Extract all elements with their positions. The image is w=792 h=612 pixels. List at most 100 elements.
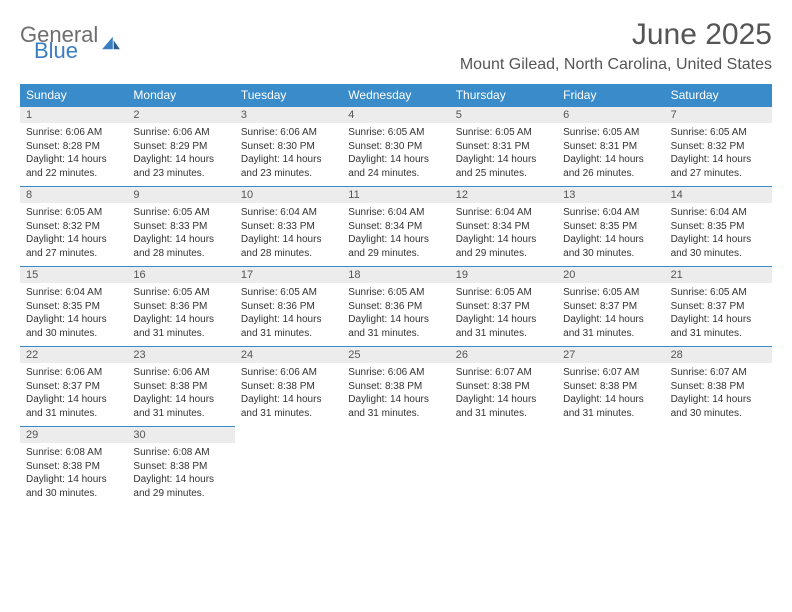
weekday-header-cell: Friday	[557, 84, 664, 106]
day-number: 7	[665, 107, 772, 123]
day-content: Sunrise: 6:04 AMSunset: 8:33 PMDaylight:…	[235, 203, 342, 266]
calendar-cell: 19Sunrise: 6:05 AMSunset: 8:37 PMDayligh…	[450, 266, 557, 346]
calendar-cell: 1Sunrise: 6:06 AMSunset: 8:28 PMDaylight…	[20, 106, 127, 186]
day-content: Sunrise: 6:06 AMSunset: 8:38 PMDaylight:…	[127, 363, 234, 426]
day-content: Sunrise: 6:04 AMSunset: 8:34 PMDaylight:…	[342, 203, 449, 266]
title-block: June 2025 Mount Gilead, North Carolina, …	[460, 18, 772, 74]
day-content: Sunrise: 6:08 AMSunset: 8:38 PMDaylight:…	[20, 443, 127, 506]
day-content: Sunrise: 6:05 AMSunset: 8:31 PMDaylight:…	[557, 123, 664, 186]
calendar-cell: 5Sunrise: 6:05 AMSunset: 8:31 PMDaylight…	[450, 106, 557, 186]
calendar-cell: 8Sunrise: 6:05 AMSunset: 8:32 PMDaylight…	[20, 186, 127, 266]
calendar-cell: 24Sunrise: 6:06 AMSunset: 8:38 PMDayligh…	[235, 346, 342, 426]
calendar-cell	[342, 426, 449, 506]
calendar-body: 1Sunrise: 6:06 AMSunset: 8:28 PMDaylight…	[20, 106, 772, 506]
calendar-cell: 28Sunrise: 6:07 AMSunset: 8:38 PMDayligh…	[665, 346, 772, 426]
weekday-header-cell: Sunday	[20, 84, 127, 106]
calendar: SundayMondayTuesdayWednesdayThursdayFrid…	[20, 84, 772, 506]
calendar-cell	[557, 426, 664, 506]
weekday-header-cell: Wednesday	[342, 84, 449, 106]
calendar-cell: 29Sunrise: 6:08 AMSunset: 8:38 PMDayligh…	[20, 426, 127, 506]
calendar-cell: 11Sunrise: 6:04 AMSunset: 8:34 PMDayligh…	[342, 186, 449, 266]
calendar-cell: 20Sunrise: 6:05 AMSunset: 8:37 PMDayligh…	[557, 266, 664, 346]
calendar-cell: 27Sunrise: 6:07 AMSunset: 8:38 PMDayligh…	[557, 346, 664, 426]
day-content: Sunrise: 6:05 AMSunset: 8:36 PMDaylight:…	[235, 283, 342, 346]
day-content: Sunrise: 6:05 AMSunset: 8:30 PMDaylight:…	[342, 123, 449, 186]
calendar-cell: 6Sunrise: 6:05 AMSunset: 8:31 PMDaylight…	[557, 106, 664, 186]
day-number: 30	[127, 427, 234, 443]
day-number: 25	[342, 347, 449, 363]
day-content: Sunrise: 6:06 AMSunset: 8:38 PMDaylight:…	[342, 363, 449, 426]
day-content: Sunrise: 6:05 AMSunset: 8:37 PMDaylight:…	[450, 283, 557, 346]
weekday-header-cell: Thursday	[450, 84, 557, 106]
day-content: Sunrise: 6:06 AMSunset: 8:30 PMDaylight:…	[235, 123, 342, 186]
day-content: Sunrise: 6:04 AMSunset: 8:35 PMDaylight:…	[665, 203, 772, 266]
day-content: Sunrise: 6:05 AMSunset: 8:37 PMDaylight:…	[557, 283, 664, 346]
calendar-cell	[235, 426, 342, 506]
calendar-cell: 21Sunrise: 6:05 AMSunset: 8:37 PMDayligh…	[665, 266, 772, 346]
day-content: Sunrise: 6:05 AMSunset: 8:37 PMDaylight:…	[665, 283, 772, 346]
day-number: 11	[342, 187, 449, 203]
calendar-cell: 10Sunrise: 6:04 AMSunset: 8:33 PMDayligh…	[235, 186, 342, 266]
day-number: 4	[342, 107, 449, 123]
day-number: 26	[450, 347, 557, 363]
day-number: 21	[665, 267, 772, 283]
calendar-cell: 9Sunrise: 6:05 AMSunset: 8:33 PMDaylight…	[127, 186, 234, 266]
day-number: 12	[450, 187, 557, 203]
calendar-cell	[665, 426, 772, 506]
day-number: 6	[557, 107, 664, 123]
day-number: 10	[235, 187, 342, 203]
day-number: 15	[20, 267, 127, 283]
location: Mount Gilead, North Carolina, United Sta…	[460, 56, 772, 74]
day-content: Sunrise: 6:05 AMSunset: 8:31 PMDaylight:…	[450, 123, 557, 186]
day-number: 17	[235, 267, 342, 283]
day-number: 22	[20, 347, 127, 363]
weekday-header: SundayMondayTuesdayWednesdayThursdayFrid…	[20, 84, 772, 106]
brand-text: General Blue	[20, 24, 98, 62]
weekday-header-cell: Tuesday	[235, 84, 342, 106]
day-content: Sunrise: 6:04 AMSunset: 8:35 PMDaylight:…	[20, 283, 127, 346]
weekday-header-cell: Monday	[127, 84, 234, 106]
calendar-cell: 16Sunrise: 6:05 AMSunset: 8:36 PMDayligh…	[127, 266, 234, 346]
calendar-cell: 3Sunrise: 6:06 AMSunset: 8:30 PMDaylight…	[235, 106, 342, 186]
day-number: 28	[665, 347, 772, 363]
calendar-cell: 25Sunrise: 6:06 AMSunset: 8:38 PMDayligh…	[342, 346, 449, 426]
day-content: Sunrise: 6:05 AMSunset: 8:36 PMDaylight:…	[342, 283, 449, 346]
calendar-cell: 18Sunrise: 6:05 AMSunset: 8:36 PMDayligh…	[342, 266, 449, 346]
day-content: Sunrise: 6:07 AMSunset: 8:38 PMDaylight:…	[665, 363, 772, 426]
day-content: Sunrise: 6:07 AMSunset: 8:38 PMDaylight:…	[450, 363, 557, 426]
day-content: Sunrise: 6:05 AMSunset: 8:33 PMDaylight:…	[127, 203, 234, 266]
day-content: Sunrise: 6:06 AMSunset: 8:37 PMDaylight:…	[20, 363, 127, 426]
month-title: June 2025	[460, 18, 772, 52]
calendar-cell: 22Sunrise: 6:06 AMSunset: 8:37 PMDayligh…	[20, 346, 127, 426]
day-number: 18	[342, 267, 449, 283]
sail-icon	[100, 35, 122, 51]
day-number: 2	[127, 107, 234, 123]
day-number: 3	[235, 107, 342, 123]
calendar-cell: 13Sunrise: 6:04 AMSunset: 8:35 PMDayligh…	[557, 186, 664, 266]
day-content: Sunrise: 6:06 AMSunset: 8:38 PMDaylight:…	[235, 363, 342, 426]
day-number: 16	[127, 267, 234, 283]
day-number: 23	[127, 347, 234, 363]
day-number: 5	[450, 107, 557, 123]
brand-word-2: Blue	[34, 40, 98, 62]
calendar-cell: 2Sunrise: 6:06 AMSunset: 8:29 PMDaylight…	[127, 106, 234, 186]
calendar-cell: 17Sunrise: 6:05 AMSunset: 8:36 PMDayligh…	[235, 266, 342, 346]
calendar-cell: 26Sunrise: 6:07 AMSunset: 8:38 PMDayligh…	[450, 346, 557, 426]
day-content: Sunrise: 6:08 AMSunset: 8:38 PMDaylight:…	[127, 443, 234, 506]
day-content: Sunrise: 6:04 AMSunset: 8:34 PMDaylight:…	[450, 203, 557, 266]
day-content: Sunrise: 6:05 AMSunset: 8:32 PMDaylight:…	[20, 203, 127, 266]
day-number: 20	[557, 267, 664, 283]
day-number: 19	[450, 267, 557, 283]
day-number: 24	[235, 347, 342, 363]
brand-logo: General Blue	[20, 18, 122, 62]
day-number: 13	[557, 187, 664, 203]
calendar-cell: 7Sunrise: 6:05 AMSunset: 8:32 PMDaylight…	[665, 106, 772, 186]
day-number: 1	[20, 107, 127, 123]
calendar-cell: 15Sunrise: 6:04 AMSunset: 8:35 PMDayligh…	[20, 266, 127, 346]
calendar-cell: 23Sunrise: 6:06 AMSunset: 8:38 PMDayligh…	[127, 346, 234, 426]
calendar-cell: 30Sunrise: 6:08 AMSunset: 8:38 PMDayligh…	[127, 426, 234, 506]
calendar-cell: 14Sunrise: 6:04 AMSunset: 8:35 PMDayligh…	[665, 186, 772, 266]
day-content: Sunrise: 6:05 AMSunset: 8:32 PMDaylight:…	[665, 123, 772, 186]
day-content: Sunrise: 6:04 AMSunset: 8:35 PMDaylight:…	[557, 203, 664, 266]
calendar-cell: 4Sunrise: 6:05 AMSunset: 8:30 PMDaylight…	[342, 106, 449, 186]
